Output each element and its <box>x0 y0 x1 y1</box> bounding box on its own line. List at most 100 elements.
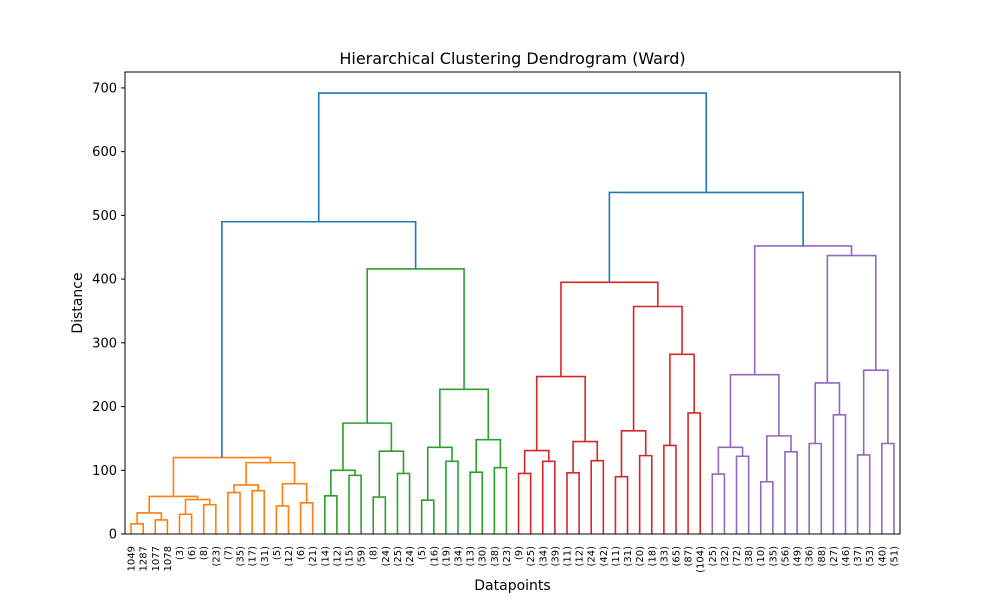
plot-frame <box>124 71 901 535</box>
dendrogram-link-85 <box>342 422 393 471</box>
dendrogram-link-117 <box>832 414 847 534</box>
leaf-label: (27) <box>829 546 840 567</box>
dendrogram-link-120 <box>881 442 895 534</box>
leaf-label: (24) <box>405 546 416 567</box>
leaf-label: (39) <box>550 546 561 567</box>
dendrogram-links <box>130 92 895 534</box>
dendrogram-link-100 <box>535 375 586 451</box>
dendrogram-link-90 <box>493 466 508 534</box>
leaf-label: (40) <box>877 546 888 567</box>
dendrogram-link-104 <box>663 444 677 534</box>
leaf-label: (88) <box>817 546 828 567</box>
y-tick-label: 200 <box>92 400 117 415</box>
leaf-label: (18) <box>647 546 658 567</box>
dendrogram-link-106 <box>669 353 695 446</box>
leaf-label: (12) <box>284 546 295 567</box>
leaf-label: (35) <box>768 546 779 567</box>
dendrogram-link-121 <box>862 369 889 455</box>
dendrogram-link-89 <box>469 471 484 534</box>
dendrogram-link-87 <box>445 460 459 534</box>
y-tick-label: 700 <box>92 81 117 96</box>
y-tick-label: 0 <box>109 528 117 543</box>
leaf-label: (6) <box>187 546 198 560</box>
dendrogram-link-105 <box>687 412 701 534</box>
leaf-label: (31) <box>260 546 271 567</box>
dendrogram-link-126 <box>317 92 708 222</box>
dendrogram-link-72 <box>251 489 266 534</box>
dendrogram-link-65 <box>154 519 169 534</box>
leaf-label: (56) <box>780 546 791 567</box>
leaf-label: (72) <box>732 546 743 567</box>
dendrogram-link-113 <box>784 450 798 534</box>
dendrogram-link-111 <box>717 446 744 475</box>
dendrogram-link-109 <box>711 473 726 534</box>
dendrogram-link-64 <box>130 523 144 534</box>
leaf-label: (24) <box>587 546 598 567</box>
dendrogram-link-66 <box>136 512 163 524</box>
leaf-label: (15) <box>345 546 356 567</box>
dendrogram-link-99 <box>572 440 599 473</box>
leaf-label: (51) <box>889 546 900 567</box>
y-axis: 0 100 200 300 400 500 600 700 <box>92 81 125 543</box>
leaf-label: (38) <box>744 546 755 567</box>
leaf-label: (38) <box>490 546 501 567</box>
dendrogram-link-110 <box>735 455 750 534</box>
dendrogram-link-67 <box>178 513 193 534</box>
leaf-label: (33) <box>659 546 670 567</box>
leaf-label: (59) <box>357 546 368 567</box>
dendrogram-link-124 <box>221 220 417 458</box>
dendrogram-link-92 <box>439 388 490 448</box>
leaf-label: (25) <box>708 546 719 567</box>
x-axis: 1049 1287 1077 1078 (3) (6) (8) (23) (7) (35) (17)… <box>127 546 901 573</box>
leaf-label: (32) <box>720 546 731 567</box>
leaf-label: (42) <box>599 546 610 567</box>
leaf-label: (10) <box>756 546 767 567</box>
dendrogram-link-116 <box>808 442 823 534</box>
dendrogram-link-125 <box>608 191 804 283</box>
leaf-label: (34) <box>538 546 549 567</box>
y-tick-label: 400 <box>92 273 117 288</box>
dendrogram-link-115 <box>729 373 780 448</box>
dendrogram-link-98 <box>590 459 605 534</box>
leaf-label: (5) <box>417 546 428 560</box>
leaf-label: (30) <box>478 546 489 567</box>
leaf-label: 1077 <box>151 546 162 571</box>
chart-title: Hierarchical Clustering Dendrogram (Ward… <box>339 49 685 68</box>
leaf-label: (12) <box>575 546 586 567</box>
dendrogram-link-101 <box>614 475 629 534</box>
dendrogram-link-118 <box>814 382 841 444</box>
dendrogram-link-86 <box>420 499 435 534</box>
y-tick-label: 300 <box>92 336 117 351</box>
dendrogram-link-70 <box>148 495 199 513</box>
dendrogram-link-68 <box>202 503 217 534</box>
leaf-label: 1287 <box>139 546 150 571</box>
x-axis-label: Datapoints <box>474 578 550 594</box>
leaf-label: 1049 <box>127 546 138 571</box>
leaf-label: (53) <box>865 546 876 567</box>
leaf-label: 1078 <box>163 546 174 571</box>
leaf-label: (19) <box>441 546 452 567</box>
leaf-label: (11) <box>611 546 622 567</box>
dendrogram-link-88 <box>426 446 453 501</box>
leaf-label: (35) <box>236 546 247 567</box>
dendrogram-link-74 <box>275 505 290 534</box>
dendrogram-link-107 <box>632 305 683 431</box>
y-tick-label: 500 <box>92 209 117 224</box>
dendrogram-link-79 <box>324 494 338 534</box>
leaf-label: (13) <box>466 546 477 567</box>
leaf-label: (8) <box>369 546 380 560</box>
leaf-label: (34) <box>454 546 465 567</box>
leaf-label: (46) <box>841 546 852 567</box>
dendrogram-link-122 <box>826 254 877 383</box>
dendrogram-link-114 <box>765 435 792 482</box>
dendrogram-link-77 <box>245 461 296 485</box>
leaf-label: (24) <box>381 546 392 567</box>
dendrogram-link-97 <box>566 472 580 534</box>
leaf-label: (65) <box>671 546 682 567</box>
dendrogram-link-94 <box>517 472 532 534</box>
leaf-label: (49) <box>793 546 804 567</box>
leaf-label: (104) <box>696 546 707 573</box>
dendrogram-link-80 <box>348 474 362 534</box>
y-tick-label: 100 <box>92 464 117 479</box>
